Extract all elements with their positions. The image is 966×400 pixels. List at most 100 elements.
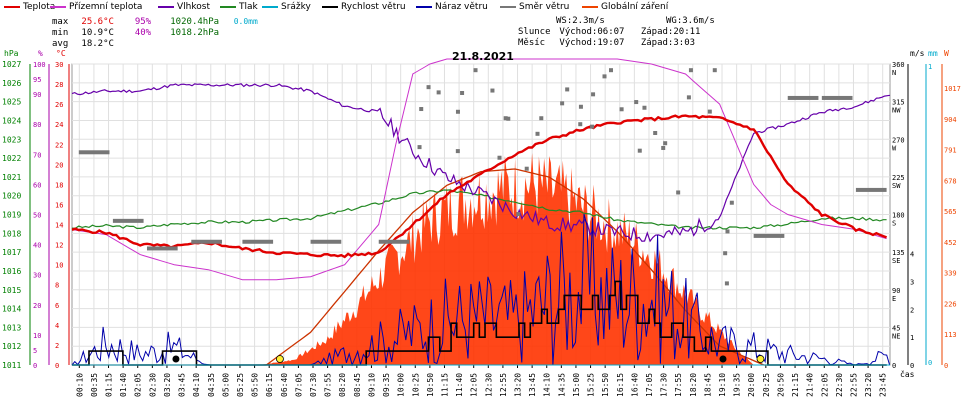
- radiation-tick: 1017: [944, 85, 961, 93]
- x-tick-label: 00:35: [90, 373, 99, 397]
- temperature-tick: 30: [55, 61, 63, 69]
- wind-dir-segment: [146, 246, 178, 251]
- wind-dir-point: [539, 116, 544, 121]
- wind-dir-tick: S: [892, 220, 896, 228]
- temperature-tick: 28: [55, 81, 63, 89]
- x-tick-label: 09:35: [382, 373, 391, 397]
- wind-dir-point: [590, 124, 595, 129]
- wind-dir-segment: [242, 239, 274, 244]
- x-tick-label: 05:50: [251, 373, 260, 397]
- x-tick-label: 19:10: [718, 373, 727, 397]
- x-tick-label: 05:00: [221, 373, 230, 397]
- x-tick-label: 18:20: [689, 373, 698, 397]
- x-tick-label: 16:15: [616, 373, 625, 397]
- humidity-tick: 20: [33, 302, 41, 310]
- humidity-tick: 80: [33, 121, 41, 129]
- legend-swatch: [50, 6, 66, 8]
- radiation-tick: 226: [944, 300, 957, 308]
- wind-dir-segment: [821, 95, 853, 100]
- humidity-tick: 95: [33, 76, 41, 84]
- wind-dir-point: [503, 116, 508, 121]
- wind-dir-point: [712, 68, 717, 73]
- pressure-tick: 1011: [2, 361, 21, 370]
- stats-max-temp: 25.6°C: [81, 17, 114, 27]
- wind-dir-segment: [787, 95, 819, 100]
- x-tick-label: 14:10: [543, 373, 552, 397]
- x-tick-label: 02:05: [134, 373, 143, 397]
- wind-dir-point: [490, 88, 495, 93]
- wind-dir-point: [723, 251, 728, 256]
- temperature-tick: 18: [55, 181, 63, 189]
- rain-tick: 0: [928, 359, 932, 367]
- radiation-tick: 339: [944, 270, 957, 278]
- wind-dir-tick: N: [892, 69, 896, 77]
- moonset-marker: [172, 355, 180, 363]
- x-tick-label: 10:25: [411, 373, 420, 397]
- wind-dir-point: [506, 116, 511, 121]
- wind-dir-point: [634, 100, 639, 105]
- pressure-axis-unit: hPa: [4, 49, 19, 58]
- humidity-tick: 100: [33, 61, 46, 69]
- wind-dir-tick: 135: [892, 249, 905, 257]
- wind-dir-point: [725, 229, 730, 234]
- x-tick-label: 15:50: [601, 373, 610, 397]
- x-tick-label: 22:55: [849, 373, 858, 397]
- stats-max-press: 1020.4hPa: [170, 17, 220, 27]
- wind-dir-tick: 315: [892, 99, 905, 107]
- x-tick-label: 09:10: [367, 373, 376, 397]
- wind-dir-point: [560, 101, 565, 106]
- temperature-tick: 26: [55, 101, 63, 109]
- temperature-tick: 16: [55, 201, 63, 209]
- pressure-tick: 1013: [2, 323, 21, 332]
- wind-dir-point: [688, 68, 693, 73]
- stats-panel: max 25.6°C 95% 1020.4hPa 0.0mm min 10.9°…: [52, 16, 258, 50]
- legend-label: Teplota: [23, 2, 56, 12]
- rain-axis-unit: mm: [928, 49, 938, 58]
- wind-dir-point: [419, 107, 424, 112]
- pressure-tick: 1022: [2, 154, 21, 163]
- wind-dir-point: [497, 155, 502, 160]
- chart-legend: Teplota Přízemní teplota Vlhkost Tlak Srážky…: [0, 0, 966, 14]
- wind-dir-segment: [753, 233, 785, 238]
- temperature-tick: 6: [55, 302, 59, 310]
- stats-min-label: min: [52, 28, 69, 38]
- wind-dir-segment: [378, 239, 410, 244]
- stats-max-label: max: [52, 17, 69, 27]
- humidity-axis-unit: %: [38, 49, 43, 58]
- wind-dir-point: [417, 145, 422, 150]
- temperature-tick: 14: [55, 222, 63, 230]
- pressure-tick: 1017: [2, 248, 21, 257]
- legend-label: Směr větru: [519, 2, 570, 12]
- legend-item-6: Náraz větru: [416, 1, 488, 13]
- wind-dir-point: [661, 145, 666, 150]
- x-tick-label: 21:40: [806, 373, 815, 397]
- x-tick-label: 23:20: [864, 373, 873, 397]
- legend-label: Srážky: [281, 2, 311, 12]
- legend-label: Přízemní teplota: [69, 2, 143, 12]
- humidity-tick: 40: [33, 242, 41, 250]
- radiation-tick: 565: [944, 208, 957, 216]
- x-tick-label: 17:55: [674, 373, 683, 397]
- wind-dir-tick: E: [892, 295, 896, 303]
- stats-avg-label: avg: [52, 39, 69, 49]
- wind-dir-point: [729, 200, 734, 205]
- legend-item-0: Teplota: [4, 1, 55, 13]
- wind-dir-tick: 360: [892, 61, 905, 69]
- stats-avg-row: avg 18.2°C: [52, 39, 258, 50]
- temperature-tick: 4: [55, 322, 59, 330]
- wind-dir-segment: [78, 150, 110, 155]
- x-tick-label: 21:15: [791, 373, 800, 397]
- ground-temp-line: [71, 58, 887, 281]
- pressure-tick: 1026: [2, 79, 21, 88]
- legend-label: Rychlost větru: [341, 2, 406, 12]
- wind-dir-segment: [191, 239, 222, 244]
- wind-dir-tick: SW: [892, 182, 901, 190]
- x-tick-label: 08:45: [353, 373, 362, 397]
- wind-dir-point: [535, 131, 540, 136]
- stats-max-hum: 95%: [134, 17, 152, 27]
- legend-label: Náraz větru: [435, 2, 488, 12]
- pressure-tick: 1015: [2, 286, 21, 295]
- moonrise-time: Východ:19:07: [559, 38, 625, 48]
- chart-title: 21.8.2021: [452, 50, 514, 63]
- legend-item-3: Tlak: [220, 1, 258, 13]
